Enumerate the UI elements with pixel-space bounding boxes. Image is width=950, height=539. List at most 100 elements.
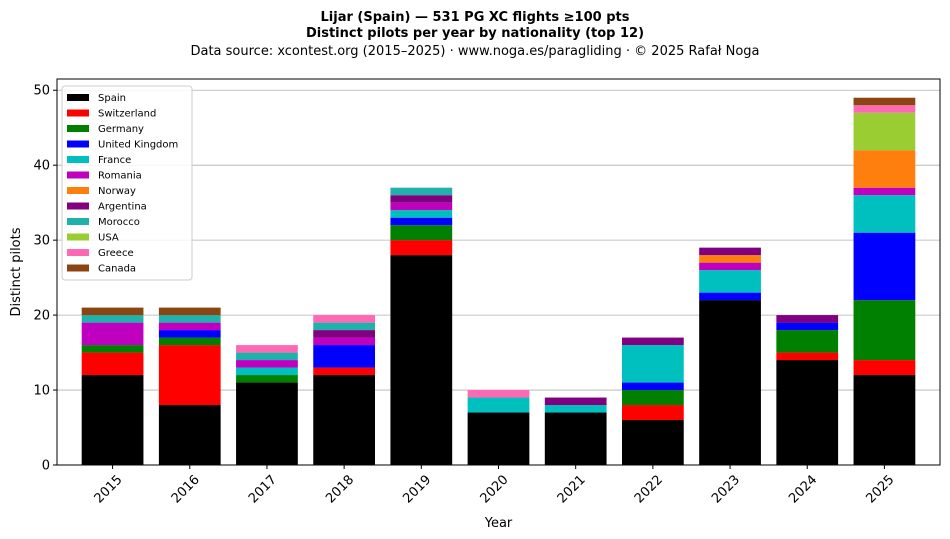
bar-segment bbox=[853, 112, 916, 151]
legend-label: France bbox=[98, 155, 131, 166]
bar-segment bbox=[621, 337, 684, 346]
x-tick-label: 2015 bbox=[92, 472, 126, 506]
x-tick-label: 2022 bbox=[632, 472, 666, 506]
bar-segment bbox=[544, 412, 607, 465]
legend-label: Switzerland bbox=[98, 109, 156, 120]
bar-segment bbox=[853, 300, 916, 361]
bar-segment bbox=[81, 375, 144, 465]
bar-segment bbox=[313, 367, 376, 376]
bar-segment bbox=[81, 352, 144, 376]
bar-segment bbox=[544, 397, 607, 406]
legend: Spain Switzerland Germany United Kingdom Fra… bbox=[61, 85, 193, 281]
bar-segment bbox=[158, 307, 221, 316]
bar-segment bbox=[853, 360, 916, 376]
bar-segment bbox=[158, 315, 221, 323]
bar-segment bbox=[158, 337, 221, 346]
bar-segment bbox=[853, 195, 916, 233]
bar-segment bbox=[390, 187, 453, 196]
legend-swatch bbox=[67, 249, 89, 256]
legend-swatch bbox=[67, 109, 89, 117]
legend-swatch bbox=[67, 171, 89, 179]
y-tick-label: 10 bbox=[33, 384, 50, 399]
bar-segment bbox=[390, 255, 453, 465]
bar-segment bbox=[853, 105, 916, 113]
bar-segment bbox=[313, 322, 376, 331]
chart-source-note: Data source: xcontest.org (2015–2025) · … bbox=[190, 44, 759, 59]
bar-segment bbox=[390, 225, 453, 241]
chart-subtitle: Distinct pilots per year by nationality … bbox=[306, 26, 644, 41]
y-tick-label: 20 bbox=[33, 309, 50, 324]
x-tick-label: 2016 bbox=[169, 472, 203, 506]
bar-segment bbox=[776, 330, 839, 353]
x-axis-label: Year bbox=[484, 516, 513, 531]
bar-segment bbox=[390, 210, 453, 218]
bar-segment bbox=[467, 397, 530, 413]
bar-segment bbox=[621, 420, 684, 465]
bar-segment bbox=[313, 375, 376, 465]
bar-segment bbox=[699, 262, 761, 271]
bars-group bbox=[81, 97, 916, 465]
bar-segment bbox=[621, 405, 684, 421]
bar-segment bbox=[699, 300, 761, 465]
bar-segment bbox=[236, 345, 298, 353]
y-axis-label: Distinct pilots bbox=[9, 227, 24, 316]
bar-segment bbox=[853, 232, 916, 301]
bar-segment bbox=[390, 195, 453, 203]
bar-segment bbox=[81, 315, 144, 323]
bar-segment bbox=[313, 337, 376, 346]
bar-segment bbox=[699, 292, 761, 301]
legend-swatch bbox=[67, 264, 89, 272]
legend-swatch bbox=[67, 94, 89, 101]
bar-segment bbox=[776, 322, 839, 331]
x-axis: 2015 2016 2017 2018 2019 2020 2021 2022 2023 2024… bbox=[92, 465, 897, 506]
legend-label: USA bbox=[98, 233, 119, 244]
legend-swatch bbox=[67, 156, 89, 163]
x-tick-label: 2023 bbox=[709, 472, 743, 506]
y-tick-label: 50 bbox=[33, 84, 50, 99]
legend-swatch bbox=[67, 140, 89, 148]
bar-segment bbox=[390, 240, 453, 256]
bar-segment bbox=[853, 150, 916, 188]
legend-label: Spain bbox=[98, 93, 126, 104]
bar-segment bbox=[853, 97, 916, 106]
legend-swatch bbox=[67, 233, 89, 241]
y-axis: 0 10 20 30 40 50 bbox=[33, 84, 57, 474]
bar-segment bbox=[853, 187, 916, 196]
bar-segment bbox=[621, 390, 684, 406]
bar-segment bbox=[699, 255, 761, 263]
bar-segment bbox=[158, 330, 221, 338]
legend-box bbox=[61, 85, 193, 281]
x-tick-label: 2020 bbox=[478, 472, 512, 506]
bar-segment bbox=[467, 390, 530, 398]
legend-label: Argentina bbox=[98, 202, 147, 213]
bar-segment bbox=[853, 375, 916, 465]
legend-swatch bbox=[67, 187, 89, 194]
bar-segment bbox=[621, 382, 684, 391]
legend-label: Romania bbox=[98, 171, 142, 182]
legend-swatch bbox=[67, 218, 89, 225]
bar-segment bbox=[81, 307, 144, 316]
bar-segment bbox=[313, 315, 376, 323]
legend-label: Norway bbox=[98, 186, 136, 197]
legend-label: Greece bbox=[98, 248, 134, 259]
bar-segment bbox=[467, 412, 530, 465]
y-tick-label: 0 bbox=[42, 459, 50, 474]
legend-label: Germany bbox=[98, 124, 144, 135]
bar-segment bbox=[621, 345, 684, 383]
x-tick-label: 2018 bbox=[323, 472, 357, 506]
chart-title: Lijar (Spain) — 531 PG XC flights ≥100 p… bbox=[321, 10, 630, 25]
bar-segment bbox=[313, 345, 376, 368]
bar-segment bbox=[776, 315, 839, 323]
bar-segment bbox=[158, 345, 221, 406]
bar-segment bbox=[81, 345, 144, 353]
bar-segment bbox=[236, 352, 298, 361]
bar-segment bbox=[776, 360, 839, 465]
y-tick-label: 40 bbox=[33, 159, 50, 174]
bar-segment bbox=[776, 352, 839, 361]
bar-segment bbox=[544, 405, 607, 413]
legend-label: United Kingdom bbox=[98, 140, 178, 151]
x-tick-label: 2021 bbox=[555, 472, 589, 506]
bar-segment bbox=[158, 405, 221, 465]
bar-segment bbox=[81, 322, 144, 346]
